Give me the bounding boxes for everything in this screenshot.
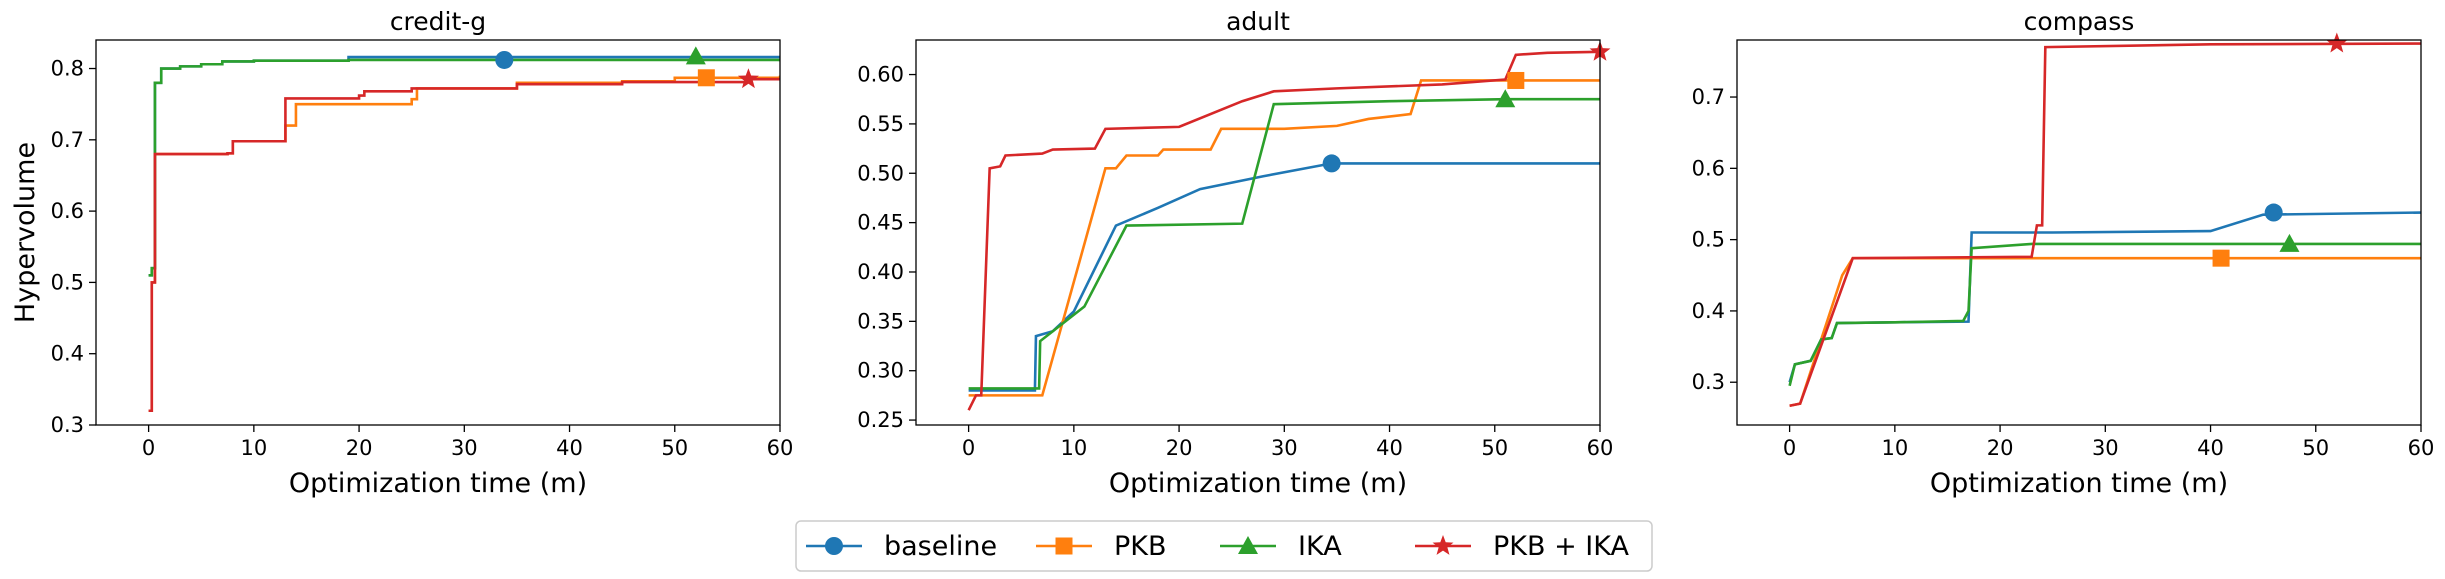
series-line-pkb-ika (1789, 42, 2421, 408)
x-tick-label: 50 (661, 436, 688, 460)
series-marker-pkb-ika (737, 68, 759, 89)
series-line-baseline (1788, 211, 2421, 383)
series-marker-baseline (2264, 203, 2283, 222)
x-tick-label: 40 (2197, 436, 2224, 460)
y-tick-label: 0.40 (857, 260, 904, 284)
x-tick-label: 40 (556, 436, 583, 460)
chart-title: adult (1226, 7, 1290, 36)
y-tick-label: 0.7 (51, 128, 84, 152)
series-marker-baseline (1322, 154, 1341, 173)
x-tick-label: 20 (346, 436, 373, 460)
series-marker-ika (2279, 233, 2300, 252)
chart-panel-2: 0 10 20 30 40 50 60 0.25 0.30 0.35 0.40 0.45 0.50 0.5… (857, 7, 1613, 499)
x-tick-label: 60 (767, 436, 794, 460)
legend-item: PKB + IKA (1415, 531, 1629, 562)
series-marker-pkb (1507, 71, 1525, 89)
x-tick-label: 10 (240, 436, 267, 460)
legend-item: PKB (1036, 531, 1167, 562)
legend-marker-square (1055, 537, 1073, 555)
x-tick-label: 30 (451, 436, 478, 460)
plot-area (967, 50, 1600, 411)
x-tick-label: 20 (1166, 436, 1193, 460)
y-tick-label: 0.55 (857, 112, 904, 136)
series-line-baseline (968, 162, 1600, 392)
x-tick-label: 30 (2092, 436, 2119, 460)
y-tick-label: 0.60 (857, 63, 904, 87)
series-line-pkb-ika (148, 77, 780, 413)
legend-marker-triangle (1238, 536, 1258, 554)
x-tick-label: 0 (1783, 436, 1796, 460)
axes-frame (915, 39, 1601, 426)
y-tick-label: 0.4 (51, 342, 84, 366)
x-tick-label: 0 (962, 436, 975, 460)
x-axis-label: Optimization time (m) (1930, 468, 2228, 499)
x-tick-label: 20 (1987, 436, 2014, 460)
axes-frame (1736, 39, 2422, 426)
axes-frame (95, 39, 781, 426)
x-tick-label: 60 (2408, 436, 2435, 460)
y-axis-label: Hypervolume (10, 142, 41, 323)
x-axis-label: Optimization time (m) (1109, 468, 1407, 499)
chart-title: compass (2024, 7, 2135, 36)
x-tick-label: 50 (2302, 436, 2329, 460)
series-line-ika (148, 58, 780, 277)
y-tick-label: 0.6 (51, 199, 84, 223)
y-tick-label: 0.7 (1692, 85, 1725, 109)
series-line-pkb (968, 79, 1600, 397)
y-tick-label: 0.5 (51, 270, 84, 294)
y-tick-label: 0.30 (857, 359, 904, 383)
plot-area (148, 55, 780, 413)
y-tick-label: 0.25 (857, 408, 904, 432)
legend-label: PKB + IKA (1493, 531, 1629, 562)
y-tick-label: 0.6 (1692, 156, 1725, 180)
legend-label: PKB (1114, 531, 1167, 562)
series-marker-pkb (2212, 249, 2230, 267)
series-line-ika (1788, 242, 2421, 387)
legend-item: IKA (1220, 531, 1342, 562)
y-tick-label: 0.8 (51, 57, 84, 81)
chart-panel-1: 0 10 20 30 40 50 60 0.3 0.4 0.5 0.6 0.7 0.8 credit-g O… (10, 7, 793, 499)
chart-panels: 0 10 20 30 40 50 60 0.3 0.4 0.5 0.6 0.7 0.8 credit-g O… (10, 7, 2434, 499)
series-marker-pkb-ika (2326, 32, 2348, 53)
series-marker-ika (685, 46, 706, 65)
chart-title: credit-g (390, 7, 486, 36)
legend-marker-star (1432, 535, 1454, 555)
x-tick-label: 30 (1271, 436, 1298, 460)
legend-item: baseline (806, 531, 997, 562)
x-tick-label: 10 (1881, 436, 1908, 460)
x-tick-label: 0 (142, 436, 155, 460)
x-tick-label: 50 (1481, 436, 1508, 460)
y-tick-label: 0.5 (1692, 228, 1725, 252)
series-marker-pkb (697, 69, 715, 87)
y-tick-label: 0.3 (51, 413, 84, 437)
x-tick-label: 40 (1376, 436, 1403, 460)
series-line-baseline (148, 55, 780, 277)
plot-area (1788, 42, 2421, 408)
legend-label: IKA (1298, 531, 1342, 562)
x-tick-label: 60 (1587, 436, 1614, 460)
series-line-pkb (148, 75, 780, 413)
legend-marker-circle (825, 537, 843, 555)
y-tick-label: 0.35 (857, 309, 904, 333)
y-tick-label: 0.45 (857, 211, 904, 235)
y-tick-label: 0.3 (1692, 370, 1725, 394)
y-tick-label: 0.50 (857, 161, 904, 185)
x-axis-label: Optimization time (m) (289, 468, 587, 499)
series-line-pkb (1789, 256, 2421, 408)
series-line-pkb-ika (967, 50, 1600, 411)
series-marker-baseline (495, 50, 514, 69)
legend: baseline PKB IKA PKB + IKA (795, 520, 1653, 572)
x-tick-label: 10 (1060, 436, 1087, 460)
chart-panel-3: 0 10 20 30 40 50 60 0.3 0.4 0.5 0.6 0.7 compass Optim… (1692, 7, 2435, 499)
legend-label: baseline (884, 531, 997, 562)
y-tick-label: 0.4 (1692, 299, 1725, 323)
series-marker-ika (1495, 89, 1516, 108)
series-line-ika (968, 97, 1600, 390)
